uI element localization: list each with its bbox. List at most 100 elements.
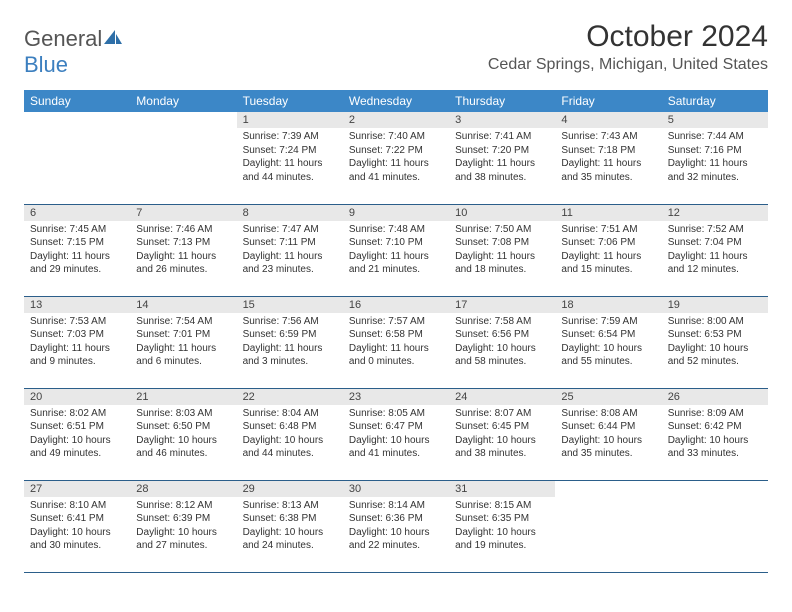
calendar-week-row: 6Sunrise: 7:45 AMSunset: 7:15 PMDaylight… [24,204,768,296]
daylight-text-1: Daylight: 10 hours [243,526,337,540]
weekday-header: Saturday [662,90,768,112]
sunrise-text: Sunrise: 7:53 AM [30,315,124,329]
daylight-text-1: Daylight: 11 hours [243,342,337,356]
day-details: Sunrise: 7:50 AMSunset: 7:08 PMDaylight:… [449,221,555,281]
daylight-text-1: Daylight: 10 hours [136,526,230,540]
sunrise-text: Sunrise: 7:51 AM [561,223,655,237]
daylight-text-1: Daylight: 11 hours [561,157,655,171]
day-number: 20 [24,389,130,405]
day-details: Sunrise: 8:12 AMSunset: 6:39 PMDaylight:… [130,497,236,557]
day-details: Sunrise: 7:52 AMSunset: 7:04 PMDaylight:… [662,221,768,281]
daylight-text-2: and 32 minutes. [668,171,762,185]
daylight-text-1: Daylight: 11 hours [455,157,549,171]
daylight-text-1: Daylight: 11 hours [349,342,443,356]
calendar-day-cell: 21Sunrise: 8:03 AMSunset: 6:50 PMDayligh… [130,388,236,480]
day-number: 28 [130,481,236,497]
daylight-text-1: Daylight: 11 hours [349,250,443,264]
sunset-text: Sunset: 7:10 PM [349,236,443,250]
daylight-text-2: and 33 minutes. [668,447,762,461]
day-details: Sunrise: 8:14 AMSunset: 6:36 PMDaylight:… [343,497,449,557]
calendar-body: 1Sunrise: 7:39 AMSunset: 7:24 PMDaylight… [24,112,768,572]
sunrise-text: Sunrise: 7:47 AM [243,223,337,237]
logo-word2: Blue [24,52,68,77]
day-number: 4 [555,112,661,128]
sunrise-text: Sunrise: 8:14 AM [349,499,443,513]
day-details: Sunrise: 7:43 AMSunset: 7:18 PMDaylight:… [555,128,661,188]
sunrise-text: Sunrise: 8:02 AM [30,407,124,421]
day-number: 12 [662,205,768,221]
sunset-text: Sunset: 7:20 PM [455,144,549,158]
daylight-text-1: Daylight: 11 hours [561,250,655,264]
daylight-text-2: and 23 minutes. [243,263,337,277]
daylight-text-2: and 55 minutes. [561,355,655,369]
calendar-day-cell: 4Sunrise: 7:43 AMSunset: 7:18 PMDaylight… [555,112,661,204]
day-number: 18 [555,297,661,313]
sunset-text: Sunset: 6:35 PM [455,512,549,526]
weekday-header: Thursday [449,90,555,112]
sunrise-text: Sunrise: 8:15 AM [455,499,549,513]
day-details: Sunrise: 7:46 AMSunset: 7:13 PMDaylight:… [130,221,236,281]
daylight-text-1: Daylight: 10 hours [668,342,762,356]
daylight-text-2: and 41 minutes. [349,447,443,461]
calendar-day-cell: 24Sunrise: 8:07 AMSunset: 6:45 PMDayligh… [449,388,555,480]
day-number: 1 [237,112,343,128]
sunset-text: Sunset: 6:47 PM [349,420,443,434]
sunset-text: Sunset: 6:42 PM [668,420,762,434]
day-number: 3 [449,112,555,128]
calendar-day-cell: 11Sunrise: 7:51 AMSunset: 7:06 PMDayligh… [555,204,661,296]
daylight-text-1: Daylight: 11 hours [243,157,337,171]
day-number: 17 [449,297,555,313]
day-number: 29 [237,481,343,497]
page-header: General Blue October 2024 Cedar Springs,… [24,20,768,78]
day-details: Sunrise: 7:57 AMSunset: 6:58 PMDaylight:… [343,313,449,373]
sunrise-text: Sunrise: 7:54 AM [136,315,230,329]
calendar-day-cell: 19Sunrise: 8:00 AMSunset: 6:53 PMDayligh… [662,296,768,388]
sunset-text: Sunset: 6:44 PM [561,420,655,434]
sunrise-text: Sunrise: 8:12 AM [136,499,230,513]
calendar-day-cell: 29Sunrise: 8:13 AMSunset: 6:38 PMDayligh… [237,480,343,572]
day-details: Sunrise: 8:10 AMSunset: 6:41 PMDaylight:… [24,497,130,557]
day-details: Sunrise: 8:09 AMSunset: 6:42 PMDaylight:… [662,405,768,465]
daylight-text-1: Daylight: 10 hours [561,342,655,356]
calendar-week-row: 27Sunrise: 8:10 AMSunset: 6:41 PMDayligh… [24,480,768,572]
daylight-text-2: and 22 minutes. [349,539,443,553]
sunrise-text: Sunrise: 7:52 AM [668,223,762,237]
sunset-text: Sunset: 7:15 PM [30,236,124,250]
weekday-header: Monday [130,90,236,112]
day-details: Sunrise: 8:04 AMSunset: 6:48 PMDaylight:… [237,405,343,465]
weekday-header: Friday [555,90,661,112]
sunrise-text: Sunrise: 7:46 AM [136,223,230,237]
sunset-text: Sunset: 7:24 PM [243,144,337,158]
daylight-text-2: and 15 minutes. [561,263,655,277]
day-number: 6 [24,205,130,221]
calendar-day-cell: 27Sunrise: 8:10 AMSunset: 6:41 PMDayligh… [24,480,130,572]
logo: General Blue [24,20,122,78]
weekday-header: Tuesday [237,90,343,112]
sunrise-text: Sunrise: 7:50 AM [455,223,549,237]
calendar-day-cell: 12Sunrise: 7:52 AMSunset: 7:04 PMDayligh… [662,204,768,296]
daylight-text-2: and 41 minutes. [349,171,443,185]
day-number: 14 [130,297,236,313]
sunset-text: Sunset: 6:58 PM [349,328,443,342]
sunrise-text: Sunrise: 7:57 AM [349,315,443,329]
day-number: 21 [130,389,236,405]
sunrise-text: Sunrise: 8:07 AM [455,407,549,421]
weekday-header: Sunday [24,90,130,112]
day-number: 25 [555,389,661,405]
daylight-text-1: Daylight: 10 hours [30,526,124,540]
sunrise-text: Sunrise: 7:43 AM [561,130,655,144]
sunset-text: Sunset: 7:18 PM [561,144,655,158]
sunset-text: Sunset: 6:54 PM [561,328,655,342]
day-details: Sunrise: 7:40 AMSunset: 7:22 PMDaylight:… [343,128,449,188]
day-details: Sunrise: 7:48 AMSunset: 7:10 PMDaylight:… [343,221,449,281]
day-details: Sunrise: 7:56 AMSunset: 6:59 PMDaylight:… [237,313,343,373]
calendar-day-cell: 5Sunrise: 7:44 AMSunset: 7:16 PMDaylight… [662,112,768,204]
sunset-text: Sunset: 6:36 PM [349,512,443,526]
sunrise-text: Sunrise: 7:44 AM [668,130,762,144]
day-number: 31 [449,481,555,497]
calendar-empty-cell [130,112,236,204]
sunrise-text: Sunrise: 7:59 AM [561,315,655,329]
location-subtitle: Cedar Springs, Michigan, United States [488,56,768,74]
month-title: October 2024 [488,20,768,54]
calendar-day-cell: 25Sunrise: 8:08 AMSunset: 6:44 PMDayligh… [555,388,661,480]
